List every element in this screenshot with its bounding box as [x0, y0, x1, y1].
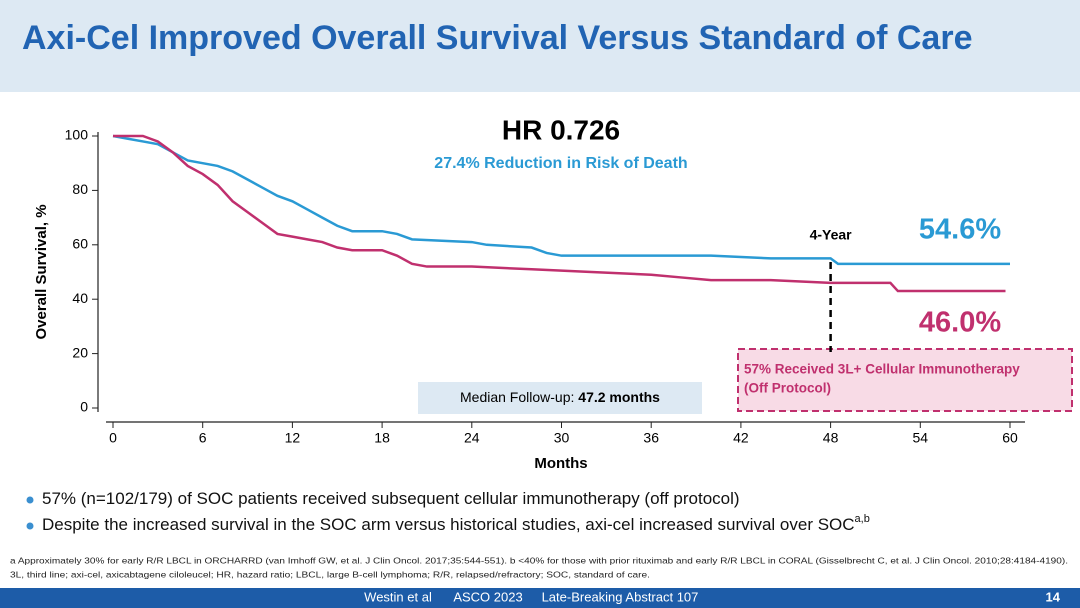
y-axis-label: Overall Survival, % [33, 204, 50, 339]
x-tick-label: 12 [285, 430, 301, 446]
x-tick-label: 24 [464, 430, 480, 446]
x-tick-label: 48 [823, 430, 839, 446]
x-tick-label: 18 [374, 430, 390, 446]
callout-text: 57% Received 3L+ Cellular Immunotherapy [744, 362, 1020, 377]
x-tick-label: 42 [733, 430, 749, 446]
x-tick-label: 0 [109, 430, 117, 446]
bullet-dot [26, 522, 34, 530]
footer-item: Westin et al [364, 589, 432, 604]
x-axis-label: Months [534, 455, 587, 472]
slide-title: Axi-Cel Improved Overall Survival Versus… [22, 19, 972, 57]
end-label: 46.0% [919, 307, 1001, 339]
y-tick-label: 80 [72, 181, 88, 197]
x-tick-label: 30 [554, 430, 570, 446]
x-tick-label: 6 [199, 430, 207, 446]
survival-curve [112, 134, 1010, 266]
footer-item: ASCO 2023 [453, 589, 522, 604]
footer-band [0, 588, 1080, 608]
bullet-dot [26, 496, 34, 504]
callout-text: (Off Protocol) [744, 381, 831, 396]
bullet-body: Despite the increased survival in the SO… [42, 515, 855, 534]
y-tick-label: 100 [65, 127, 89, 143]
y-tick-label: 0 [80, 399, 88, 415]
end-label: 54.6% [919, 214, 1001, 246]
median-followup: Median Follow-up: 47.2 months [460, 389, 660, 405]
bullet-text: 57% (n=102/179) of SOC patients received… [42, 489, 740, 508]
footnote: 3L, third line; axi-cel, axicabtagene ci… [10, 569, 650, 579]
bullet-text: Despite the increased survival in the SO… [42, 513, 870, 535]
survival-curve [113, 134, 1006, 293]
median-followup-value: 47.2 months [578, 389, 660, 405]
median-followup-label: Median Follow-up: [460, 389, 574, 405]
marker-label: 4-Year [810, 227, 853, 243]
x-tick-label: 54 [913, 430, 929, 446]
y-tick-label: 60 [72, 236, 88, 252]
footer-item: Late-Breaking Abstract 107 [542, 589, 699, 604]
bullet-sup: a,b [855, 513, 870, 525]
bullet-body: 57% (n=102/179) of SOC patients received… [42, 489, 740, 508]
y-tick-label: 40 [72, 290, 88, 306]
x-tick-label: 36 [643, 430, 659, 446]
header-band [0, 0, 1080, 92]
chart-subtitle: 27.4% Reduction in Risk of Death [434, 155, 687, 172]
chart-title: HR 0.726 [502, 114, 620, 145]
footnote: a Approximately 30% for early R/R LBCL i… [10, 555, 1068, 565]
x-tick-label: 60 [1002, 430, 1018, 446]
page-number: 14 [1046, 589, 1061, 604]
callout-box [737, 348, 1073, 412]
followup-box [418, 382, 702, 414]
y-tick-label: 20 [72, 344, 88, 360]
